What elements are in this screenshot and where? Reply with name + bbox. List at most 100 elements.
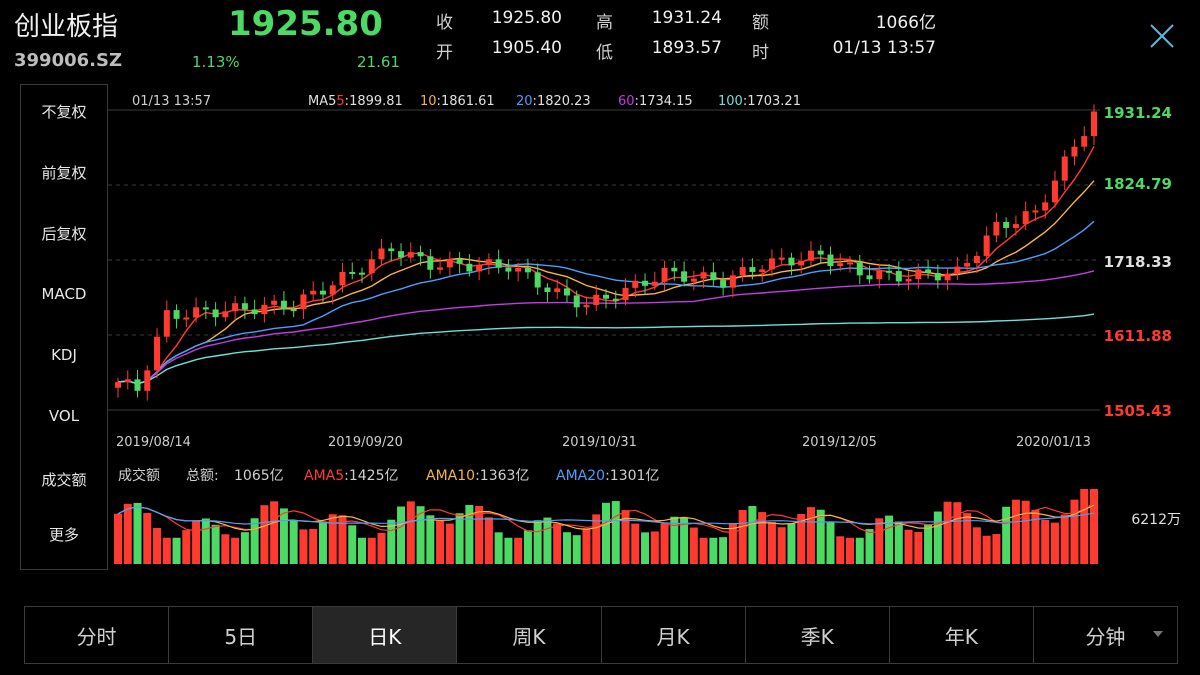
candle bbox=[612, 298, 619, 301]
volume-bar bbox=[982, 535, 991, 564]
volume-bar bbox=[943, 501, 952, 564]
candle bbox=[671, 267, 678, 272]
tab-yearly-k[interactable]: 年K bbox=[890, 607, 1034, 663]
volume-bar bbox=[523, 530, 532, 564]
side-item-macd[interactable]: MACD bbox=[41, 285, 87, 303]
candle bbox=[163, 310, 170, 337]
candle bbox=[954, 266, 961, 274]
volume-bar bbox=[1031, 509, 1040, 564]
candle bbox=[847, 262, 853, 265]
candle bbox=[700, 272, 707, 279]
last-price: 1925.80 bbox=[228, 4, 383, 44]
volume-bar bbox=[1021, 500, 1030, 564]
volume-bar bbox=[240, 532, 249, 564]
candle bbox=[817, 250, 824, 255]
candle bbox=[154, 336, 161, 371]
volume-bar bbox=[1060, 514, 1069, 564]
candle bbox=[1051, 180, 1058, 203]
tab-monthly-k[interactable]: 月K bbox=[602, 607, 746, 663]
side-item-vol[interactable]: VOL bbox=[48, 407, 80, 425]
tab-5day[interactable]: 5日 bbox=[169, 607, 314, 663]
tab-daily-k[interactable]: 日K bbox=[313, 607, 458, 663]
volume-bar bbox=[924, 524, 933, 564]
candle bbox=[983, 235, 990, 256]
side-item-more[interactable]: 更多 bbox=[48, 526, 79, 544]
volume-bar bbox=[592, 514, 601, 564]
candle bbox=[934, 272, 941, 281]
tab-quarterly-k[interactable]: 季K bbox=[746, 607, 890, 663]
ma-line bbox=[117, 145, 1095, 385]
ama5-legend: AMA5:1425亿 bbox=[304, 468, 399, 484]
candle bbox=[915, 269, 922, 280]
tab-intraday[interactable]: 分时 bbox=[25, 607, 170, 663]
volume-bar bbox=[318, 521, 327, 564]
open-value: 1905.40 bbox=[491, 38, 562, 58]
volume-bar bbox=[758, 512, 767, 564]
volume-bar bbox=[894, 521, 903, 564]
volume-bar bbox=[387, 519, 396, 564]
volume-bar bbox=[699, 537, 708, 564]
volume-bar bbox=[787, 523, 796, 564]
volume-bar bbox=[611, 501, 620, 564]
volume-bar bbox=[963, 513, 972, 564]
volume-bar bbox=[260, 505, 269, 564]
tab-weekly-k[interactable]: 周K bbox=[457, 607, 602, 663]
change-percent: 1.13% bbox=[192, 53, 240, 71]
ma-legend: MA55:1899.81 10:1861.61 20:1820.23 60:17… bbox=[308, 94, 801, 109]
candle bbox=[1032, 210, 1039, 213]
volume-bar bbox=[484, 517, 493, 564]
volume-bar bbox=[602, 502, 610, 564]
volume-bar bbox=[865, 529, 874, 564]
side-item-backward-adjust[interactable]: 后复权 bbox=[41, 225, 87, 243]
candle bbox=[398, 251, 405, 258]
candle bbox=[778, 257, 785, 260]
volume-bar bbox=[738, 509, 747, 564]
ama20-legend: AMA20:1301亿 bbox=[556, 468, 659, 484]
side-item-no-adjust[interactable]: 不复权 bbox=[41, 103, 87, 121]
volume-bar bbox=[992, 534, 1001, 564]
candle bbox=[524, 268, 531, 273]
ma10-legend: 10:1861.61 bbox=[420, 94, 495, 109]
volume-bar bbox=[680, 517, 689, 564]
volume-bar bbox=[1011, 499, 1020, 564]
candle bbox=[690, 278, 697, 282]
candle bbox=[505, 267, 512, 272]
candle bbox=[1091, 111, 1097, 137]
price-level-low: 1505.43 bbox=[1104, 402, 1172, 420]
volume-bar bbox=[855, 537, 864, 564]
candle bbox=[124, 379, 131, 383]
close-icon[interactable] bbox=[1148, 22, 1176, 50]
volume-bar bbox=[367, 537, 376, 564]
tab-minute[interactable]: 分钟 bbox=[1034, 607, 1177, 663]
high-label: 高 bbox=[596, 13, 613, 33]
volume-bar bbox=[514, 537, 523, 564]
ma-lines bbox=[117, 145, 1095, 385]
side-item-turnover[interactable]: 成交额 bbox=[41, 471, 87, 489]
volume-bar bbox=[231, 537, 240, 564]
candle bbox=[378, 248, 385, 260]
candle bbox=[476, 264, 483, 272]
volume-bar bbox=[338, 515, 347, 564]
volume-bar bbox=[436, 520, 445, 564]
side-item-forward-adjust[interactable]: 前复权 bbox=[41, 164, 87, 182]
candle bbox=[554, 288, 561, 292]
candle bbox=[339, 271, 346, 286]
volume-bar bbox=[1041, 519, 1050, 564]
candle bbox=[603, 294, 609, 299]
kline-chart[interactable]: 01/13 13:57 MA55:1899.81 10:1861.61 20:1… bbox=[108, 84, 1200, 574]
side-menu: 不复权 前复权 后复权 MACD KDJ VOL 成交额 更多 bbox=[20, 84, 108, 570]
low-value: 1893.57 bbox=[651, 38, 722, 58]
candle bbox=[319, 290, 326, 295]
candle bbox=[388, 248, 395, 252]
volume-bar bbox=[475, 506, 484, 564]
candle bbox=[222, 311, 229, 318]
volume-bar bbox=[123, 503, 132, 564]
candle bbox=[173, 310, 180, 319]
volume-bar bbox=[719, 537, 728, 564]
volume-bar bbox=[543, 517, 552, 564]
side-item-kdj[interactable]: KDJ bbox=[51, 346, 77, 364]
candle bbox=[495, 259, 502, 268]
chevron-down-icon bbox=[1153, 631, 1163, 637]
volume-bar bbox=[641, 532, 650, 564]
chart-timestamp: 01/13 13:57 bbox=[132, 94, 211, 109]
